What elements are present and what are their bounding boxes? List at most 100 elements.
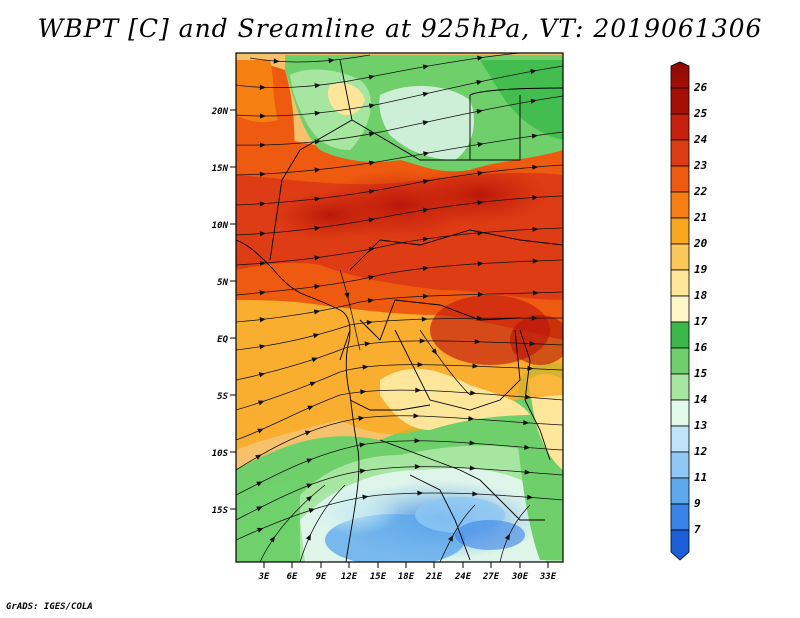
streamline-arrowhead — [259, 113, 266, 119]
colorbar-label-9: 9 — [694, 497, 701, 510]
streamline-arrowhead — [417, 490, 424, 496]
streamline-arrowhead — [256, 506, 263, 512]
streamline-arrowhead — [472, 363, 479, 369]
streamline-arrowhead — [476, 79, 483, 85]
streamline-arrowhead — [477, 141, 484, 148]
streamline-arrowhead — [469, 440, 476, 446]
streamline-arrowhead — [368, 217, 375, 223]
colorbar-segment — [670, 321, 690, 349]
colorbar-segment — [670, 87, 690, 115]
streamline-arrowhead — [529, 340, 536, 347]
streamline-arrowhead — [362, 364, 369, 370]
streamline-arrowhead — [256, 481, 263, 487]
colorbar-segment — [670, 295, 690, 323]
streamline-arrowhead — [422, 293, 429, 299]
streamline-arrowhead — [477, 291, 484, 297]
streamline-arrowhead — [364, 341, 371, 347]
colorbar-segments — [670, 87, 690, 561]
streamline-arrowhead — [530, 98, 537, 104]
lat-label-5s: 5S — [217, 392, 228, 402]
colorbar-segment — [670, 139, 690, 167]
streamline-arrowhead — [524, 394, 532, 400]
longitude-axis: 3E 6E 9E 12E 15E 18E 21E 24E 27E 30E 33E — [258, 562, 557, 582]
lon-label-33e: 33E — [539, 572, 557, 582]
colorbar-label-19: 19 — [694, 263, 708, 276]
lon-label-9e: 9E — [316, 572, 327, 582]
latitude-axis: 20N 15N 10N 5N EQ 5S 10S 15S — [211, 107, 236, 516]
streamline-arrowhead — [468, 416, 475, 422]
streamline-arrowhead — [312, 333, 320, 339]
streamline-arrowhead — [423, 151, 430, 157]
streamline-arrowhead — [448, 535, 454, 542]
lon-label-18e: 18E — [398, 572, 415, 582]
streamline-arrowhead — [422, 91, 430, 97]
colorbar-segment — [670, 477, 690, 505]
streamline-arrowhead — [344, 292, 350, 299]
streamline-arrowhead — [314, 167, 321, 173]
lon-label-3e: 3E — [258, 572, 270, 582]
streamline-arrowhead — [504, 533, 510, 541]
streamline-arrowhead — [422, 265, 429, 272]
streamline-arrowhead — [256, 527, 264, 533]
colorbar-label-26: 26 — [693, 81, 708, 94]
streamline-arrowhead — [259, 201, 266, 207]
streamline-arrowhead — [305, 534, 311, 541]
streamline-arrowhead — [532, 164, 539, 170]
streamline-arrowhead — [368, 189, 376, 195]
colorbar-label-25: 25 — [693, 107, 708, 120]
streamline-arrowhead — [527, 494, 534, 500]
streamline-arrowhead — [259, 317, 266, 323]
streamline-arrowhead — [259, 290, 266, 296]
colorbar-label-22: 22 — [693, 185, 708, 198]
streamline-arrowhead — [532, 226, 539, 232]
streamline-arrowhead — [527, 365, 534, 371]
streamline-arrowhead — [313, 309, 321, 315]
streamline-arrowhead — [366, 319, 373, 326]
streamline-arrowhead — [306, 483, 313, 489]
streamline-arrowhead — [368, 103, 376, 109]
streamline-arrowhead — [269, 536, 276, 543]
streamline-arrowhead — [524, 444, 531, 450]
lat-label-10n: 10N — [212, 221, 229, 231]
streamline-arrowhead — [414, 438, 421, 444]
streamline-arrowhead — [415, 387, 422, 393]
colorbar-label-17: 17 — [694, 315, 708, 328]
lat-label-10s: 10S — [212, 449, 229, 459]
lon-label-15e: 15E — [370, 572, 387, 582]
streamline-arrowhead — [314, 284, 321, 290]
streamline-arrowhead — [421, 316, 428, 322]
colorbar-label-20: 20 — [693, 237, 708, 250]
streamline-arrowhead — [523, 419, 530, 426]
lat-label-eq: EQ — [217, 335, 228, 345]
colorbar-segment — [670, 347, 690, 375]
lon-label-27e: 27E — [482, 572, 500, 582]
chart-title: WBPT [C] and Sreamline at 925hPa, VT: 20… — [37, 14, 763, 43]
colorbar-label-11: 11 — [694, 471, 707, 484]
streamline-arrowhead — [530, 68, 537, 75]
credit-text: GrADS: IGES/COLA — [6, 602, 93, 612]
streamline-arrowhead — [257, 428, 264, 434]
colorbar-segment — [670, 373, 690, 401]
streamline-arrowhead — [477, 200, 484, 206]
colorbar-label-14: 14 — [694, 393, 708, 406]
streamline-arrowhead — [304, 430, 312, 436]
streamline-arrowhead — [259, 142, 266, 148]
lon-label-24e: 24E — [454, 572, 472, 582]
streamline-arrowhead — [258, 372, 266, 378]
colorbar-segment — [670, 217, 690, 245]
streamline-arrowhead — [307, 405, 314, 411]
streamline-arrowhead — [328, 58, 335, 64]
streamline-arrowhead — [358, 415, 365, 421]
streamline-arrowhead — [368, 275, 375, 281]
streamline-arrowhead — [524, 469, 531, 475]
streamline-arrowhead — [368, 160, 376, 166]
streamline-arrowhead — [531, 315, 538, 321]
streamline-arrowhead — [474, 339, 481, 345]
streamline-arrowhead — [470, 390, 477, 396]
colorbar-label-12: 12 — [694, 445, 708, 458]
streamline-arrowhead — [472, 491, 479, 497]
colorbar-segment — [670, 425, 690, 453]
streamline-arrowhead — [314, 255, 321, 261]
streamline-arrowhead — [531, 133, 539, 139]
